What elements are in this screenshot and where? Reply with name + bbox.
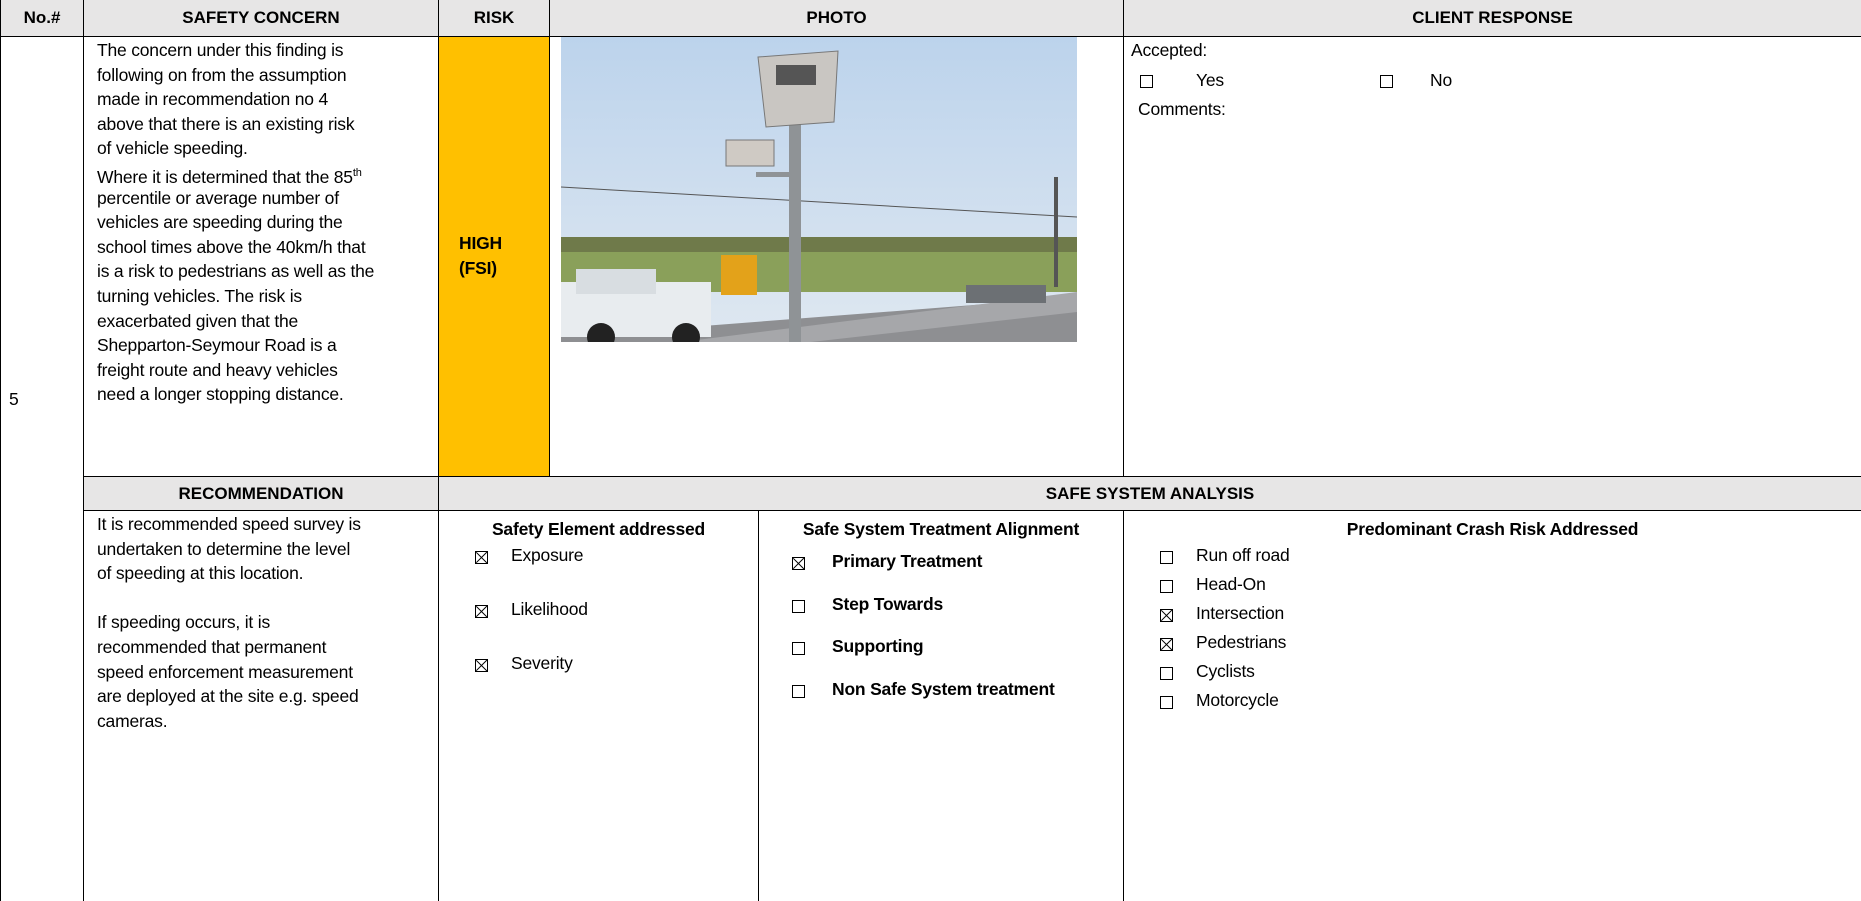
- recommendation-line: It is recommended speed survey is: [97, 514, 361, 534]
- concern-line: school times above the 40km/h that: [97, 236, 366, 257]
- concern-line: Where it is determined that the 85th: [97, 161, 374, 187]
- header-concern: SAFETY CONCERN: [84, 0, 439, 37]
- checkbox: [792, 600, 805, 613]
- checkbox: [1160, 580, 1173, 593]
- checkbox: [1160, 638, 1173, 651]
- concern-line: need a longer stopping distance.: [97, 384, 344, 405]
- accepted-label: Accepted:: [1131, 40, 1208, 60]
- recommendation-line: If speeding occurs, it is: [97, 612, 270, 633]
- treatment-cell: Safe System Treatment Alignment Primary T…: [759, 511, 1124, 901]
- checkbox: [475, 659, 488, 672]
- checkbox: [792, 557, 805, 570]
- crash-risk-cell: Predominant Crash Risk Addressed Run off …: [1124, 511, 1861, 901]
- analysis-header: SAFE SYSTEM ANALYSIS: [439, 477, 1861, 511]
- checkbox: [1160, 696, 1173, 709]
- item-label: Run off road: [1196, 545, 1290, 565]
- recommendation-header: RECOMMENDATION: [84, 477, 439, 511]
- concern-line: exacerbated given that the: [97, 310, 299, 331]
- checkbox: [1160, 667, 1173, 680]
- option-label: Yes: [1196, 70, 1224, 90]
- concern-line: above that there is an existing risk: [97, 113, 355, 134]
- recommendation-line: cameras.: [97, 710, 168, 731]
- recommendation-line: of speeding at this location.: [97, 563, 304, 584]
- checkbox: [1140, 75, 1153, 88]
- checkbox: [792, 685, 805, 698]
- concern-line: percentile or average number of: [97, 187, 339, 208]
- recommendation-line: are deployed at the site e.g. speed: [97, 686, 359, 707]
- concern-line: turning vehicles. The risk is: [97, 285, 302, 306]
- item-label: Intersection: [1196, 603, 1285, 623]
- item-label: Exposure: [511, 545, 584, 565]
- header-risk: RISK: [439, 0, 550, 37]
- risk-text: HIGH (FSI): [459, 231, 502, 280]
- header-client: CLIENT RESPONSE: [1124, 0, 1861, 37]
- item-label: Pedestrians: [1196, 632, 1287, 652]
- concern-line: vehicles are speeding during the: [97, 212, 343, 233]
- recommendation-paragraph: It is recommended speed survey is underta…: [97, 512, 361, 586]
- header-photo: PHOTO: [550, 0, 1124, 37]
- recommendation-line: speed enforcement measurement: [97, 661, 353, 682]
- concern-text: The concern under this finding is followi…: [97, 38, 374, 407]
- risk-line: HIGH: [459, 233, 502, 253]
- checkbox: [1380, 75, 1393, 88]
- concern-line: The concern under this finding is: [97, 40, 344, 60]
- comments-label: Comments:: [1138, 99, 1226, 119]
- risk-line: (FSI): [459, 257, 497, 278]
- column-title: Safe System Treatment Alignment: [802, 519, 1080, 539]
- item-label: Cyclists: [1196, 661, 1255, 681]
- recommendation-cell: It is recommended speed survey is underta…: [84, 511, 439, 901]
- item-label: Non Safe System treatment: [832, 679, 1055, 699]
- concern-line: freight route and heavy vehicles: [97, 359, 338, 380]
- photo: [561, 37, 1077, 342]
- option-label: No: [1430, 70, 1452, 90]
- item-label: Motorcycle: [1196, 690, 1279, 710]
- risk-cell: HIGH (FSI): [439, 37, 550, 477]
- item-label: Supporting: [832, 636, 924, 656]
- photo-cell: [550, 37, 1124, 477]
- recommendation-line: undertaken to determine the level: [97, 538, 351, 559]
- checkbox: [475, 551, 488, 564]
- column-title: Predominant Crash Risk Addressed: [1346, 519, 1639, 539]
- recommendation-paragraph: If speeding occurs, it is recommended tha…: [97, 610, 361, 733]
- checkbox: [1160, 609, 1173, 622]
- recommendation-line: recommended that permanent: [97, 636, 327, 657]
- checkbox: [792, 642, 805, 655]
- number-cell: 5: [0, 37, 84, 901]
- concern-line: is a risk to pedestrians as well as the: [97, 261, 375, 282]
- column-title: Safety Element addressed: [491, 519, 706, 539]
- item-label: Likelihood: [511, 599, 588, 619]
- header-no: No.#: [0, 0, 84, 37]
- item-label: Severity: [511, 653, 573, 673]
- finding-number: 5: [9, 389, 19, 409]
- concern-line: made in recommendation no 4: [97, 89, 328, 110]
- safety-element-cell: Safety Element addressed Exposure Likeliho…: [439, 511, 759, 901]
- checkbox: [1160, 551, 1173, 564]
- recommendation-text: It is recommended speed survey is underta…: [97, 512, 361, 733]
- item-label: Head-On: [1196, 574, 1266, 594]
- concern-line: Shepparton-Seymour Road is a: [97, 335, 337, 356]
- concern-line-text: Where it is determined that the 85: [97, 166, 353, 187]
- superscript: th: [352, 166, 362, 179]
- concern-line: following on from the assumption: [97, 64, 347, 85]
- checkbox: [475, 605, 488, 618]
- concern-line: of vehicle speeding.: [97, 138, 248, 159]
- item-label: Primary Treatment: [832, 551, 983, 571]
- client-cell: Accepted: Yes No Comments:: [1124, 37, 1861, 477]
- item-label: Step Towards: [832, 594, 944, 614]
- concern-cell: The concern under this finding is followi…: [84, 37, 439, 477]
